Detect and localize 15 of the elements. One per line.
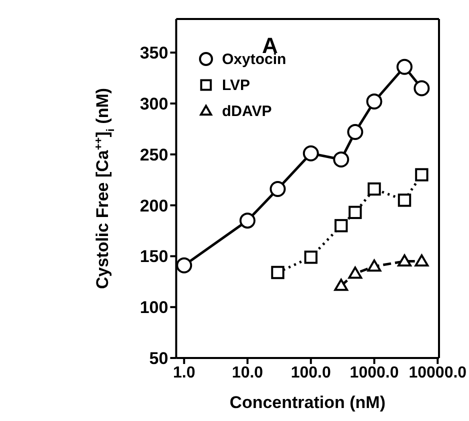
y-tick-label: 350 [140,44,168,63]
x-tick-label: 10.0 [232,364,264,382]
y-tick-label: 200 [140,196,168,216]
y-tick-label: 150 [140,247,168,266]
legend-label: dDAVP [222,102,272,120]
y-tick-label: 50 [149,349,168,368]
y-tick-label: 300 [140,94,168,114]
x-tick-label: 100.0 [290,364,331,382]
y-tick-label: 250 [140,145,168,164]
x-axis-title: Concentration (nM) [230,393,386,412]
x-tick-label: 1000.0 [350,364,399,382]
x-tick-label: 1.0 [172,364,196,382]
x-tick-label: 10000.0 [408,364,467,382]
y-tick-label: 100 [140,298,168,318]
legend-label: LVP [222,76,250,94]
